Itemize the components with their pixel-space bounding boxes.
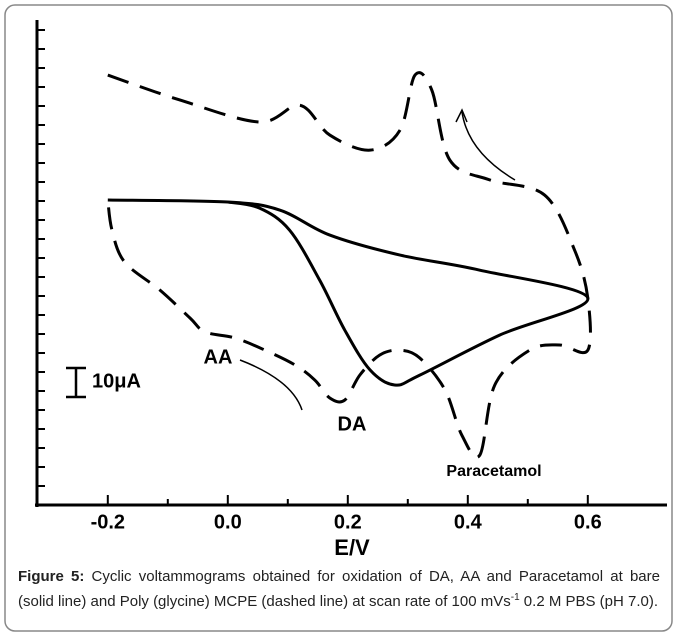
frame <box>4 4 673 632</box>
arrow-head <box>455 108 468 123</box>
x-tick-label: 0.6 <box>574 511 602 533</box>
curve <box>106 71 592 459</box>
annotation: AA <box>204 346 233 368</box>
caption: Figure 5: Cyclic voltammograms obtained … <box>18 566 660 612</box>
scale-bar-label: 10μA <box>92 370 141 392</box>
arrow <box>239 359 303 411</box>
x-axis-label: E/V <box>334 535 370 560</box>
x-tick-label: -0.2 <box>91 511 125 533</box>
arrow <box>461 111 516 181</box>
caption-text: Cyclic voltammograms obtained for oxidat… <box>18 568 660 610</box>
curve <box>107 198 590 387</box>
scale-bar <box>66 366 86 399</box>
caption-label: Figure 5: <box>18 568 85 585</box>
x-tick-label: 0.0 <box>214 511 242 533</box>
x-tick-label: 0.2 <box>334 511 362 533</box>
caption-sup: -1 <box>510 592 520 603</box>
caption-text: 0.2 M PBS (pH 7.0). <box>519 593 659 610</box>
annotation: Paracetamol <box>446 463 541 480</box>
annotation: DA <box>338 413 367 435</box>
x-tick-label: 0.4 <box>454 511 483 533</box>
